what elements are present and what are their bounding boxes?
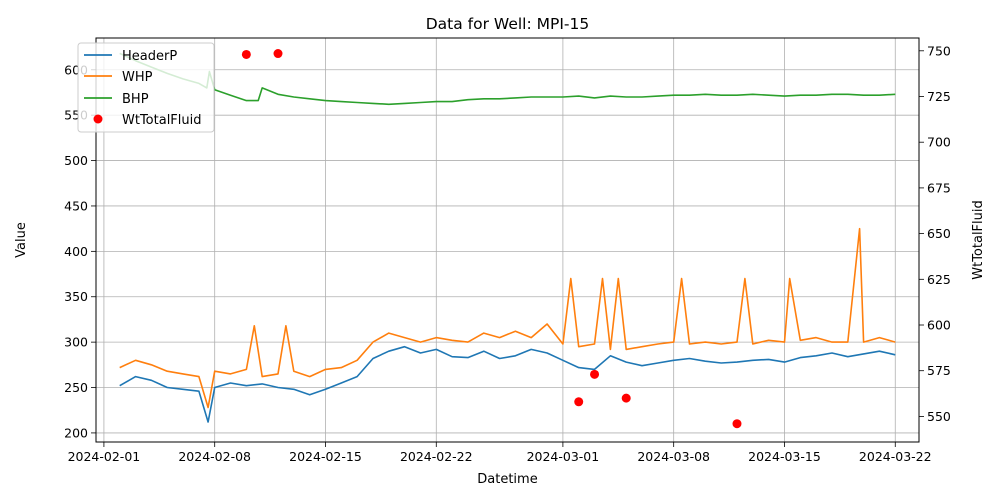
series-layer [119, 52, 896, 423]
x-tick-label: 2024-03-15 [748, 449, 821, 464]
y-tick-label: 350 [64, 289, 88, 304]
legend-box [77, 42, 215, 133]
y2-tick-label: 650 [927, 226, 951, 241]
y-tick-label: 500 [64, 153, 88, 168]
x-axis-title: Datetime [477, 472, 537, 487]
y2-tick-label: 675 [927, 180, 951, 195]
y-tick-label: 200 [64, 425, 88, 440]
wttotalfluid-point [273, 49, 283, 59]
plot-frame [95, 37, 920, 443]
y2-tick-label: 625 [927, 272, 951, 287]
x-tick-label: 2024-03-08 [637, 449, 710, 464]
wttotalfluid-point [621, 393, 631, 403]
wttotalfluid-point [574, 397, 584, 407]
x-tick-label: 2024-02-01 [68, 449, 141, 464]
wttotalfluid-point [590, 369, 600, 379]
x-tick-label: 2024-03-22 [859, 449, 932, 464]
legend: HeaderP WHP BHP WtTotalFluid [77, 42, 215, 133]
y-axis-right: 550 575 600 625 650 675 700 725 750 [919, 43, 951, 424]
headerp-line [119, 345, 896, 423]
legend-label-whp: WHP [122, 70, 153, 85]
legend-label-bhp: BHP [122, 92, 149, 107]
y-axis-title: Value [14, 222, 29, 258]
bhp-line [119, 52, 896, 106]
y-tick-label: 450 [64, 198, 88, 213]
whp-line [119, 227, 896, 409]
legend-label-headerp: HeaderP [122, 49, 177, 64]
y2-tick-label: 600 [927, 318, 951, 333]
x-tick-label: 2024-03-01 [527, 449, 600, 464]
y2-tick-label: 550 [927, 409, 951, 424]
y2-axis-title: WtTotalFluid [971, 200, 986, 280]
wttotalfluid-point [241, 49, 251, 59]
y2-tick-label: 700 [927, 135, 951, 150]
x-axis: 2024-02-01 2024-02-08 2024-02-15 2024-02-22… [68, 442, 932, 464]
legend-label-wttotalfluid: WtTotalFluid [122, 113, 202, 128]
y-tick-label: 400 [64, 244, 88, 259]
x-tick-label: 2024-02-22 [400, 449, 473, 464]
y-tick-label: 250 [64, 380, 88, 395]
legend-swatch-wttotalfluid [93, 114, 103, 124]
y2-tick-label: 750 [927, 43, 951, 58]
y2-tick-label: 575 [927, 363, 951, 378]
x-tick-label: 2024-02-08 [178, 449, 251, 464]
x-tick-label: 2024-02-15 [289, 449, 362, 464]
chart-title: Data for Well: MPI-15 [426, 15, 590, 33]
y-tick-label: 300 [64, 335, 88, 350]
y2-tick-label: 725 [927, 89, 951, 104]
wttotalfluid-point [732, 419, 742, 429]
points-layer [241, 49, 742, 429]
